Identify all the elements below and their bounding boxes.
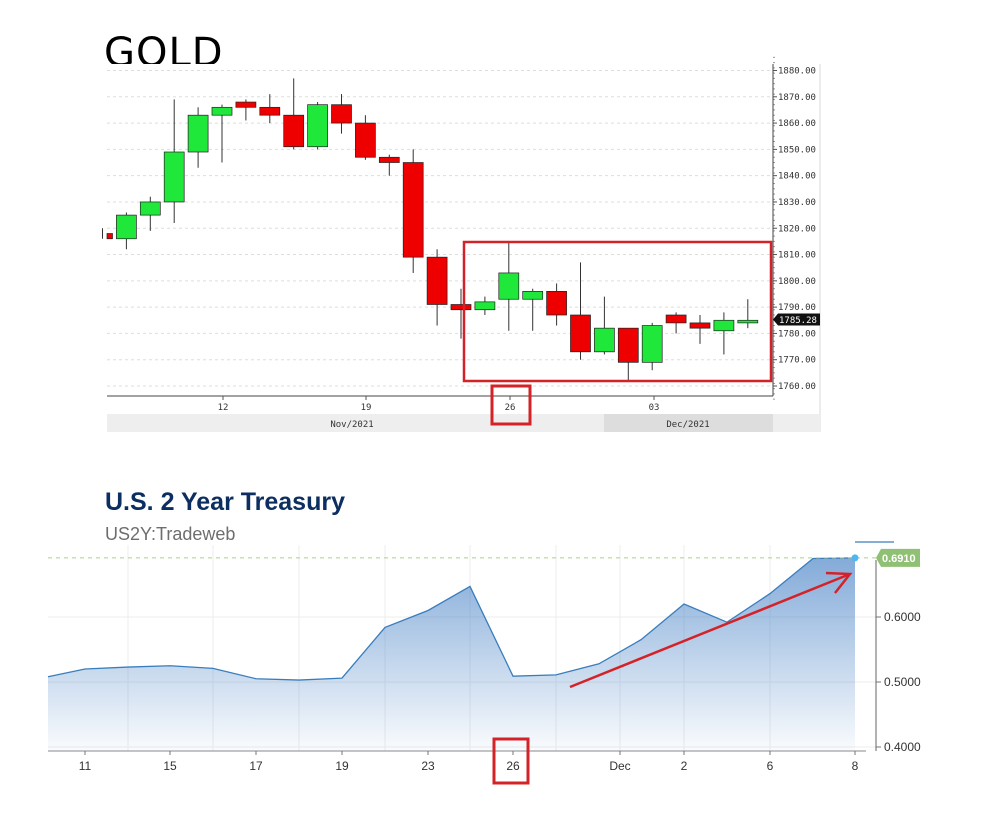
- treasury-date-highlight-box: [492, 737, 530, 785]
- gold-candle-up: [522, 291, 544, 300]
- gold-last-price-label: 1785.28: [779, 316, 817, 326]
- gold-candle-up: [498, 272, 520, 300]
- gold-x-tick-label: 03: [649, 403, 660, 413]
- trend-arrow-line: [569, 572, 851, 689]
- gold-candle-down: [665, 314, 687, 324]
- gold-date-highlight-box: [490, 384, 532, 426]
- gold-candle-down: [331, 104, 352, 124]
- gold-candle-up: [594, 327, 615, 353]
- gold-candle-down: [235, 101, 257, 108]
- gold-candle-up: [139, 201, 161, 216]
- gold-candle-up: [641, 325, 663, 363]
- gold-candle-down: [570, 314, 591, 353]
- gold-candle-up: [116, 214, 137, 240]
- gold-y-tick-label: 1870.00: [778, 93, 816, 103]
- treasury-x-tick-label: Dec: [609, 759, 630, 773]
- gold-candle-up: [187, 114, 209, 153]
- treasury-x-tick-label: 17: [249, 759, 263, 773]
- treasury-line: [47, 557, 856, 681]
- gold-x-tick-label: 26: [505, 403, 516, 413]
- gold-y-tick-label: 1830.00: [778, 198, 816, 208]
- gold-candle-up: [713, 319, 735, 332]
- gold-candle-up: [211, 106, 233, 116]
- gold-y-tick-label: 1800.00: [778, 277, 816, 287]
- treasury-area: [48, 557, 855, 751]
- treasury-subtitle: US2Y:Tradeweb: [105, 524, 236, 544]
- treasury-last-value-tag: [876, 548, 920, 567]
- gold-y-tick-label: 1790.00: [778, 303, 816, 313]
- gold-last-price-tag: [773, 313, 820, 326]
- gold-candle-up: [163, 151, 185, 203]
- gold-candle-up: [737, 319, 759, 324]
- gold-candle-down: [689, 322, 711, 329]
- gold-x-tick-label: 12: [218, 403, 229, 413]
- treasury-y-tick-label: 0.4000: [884, 740, 921, 754]
- treasury-last-value-label: 0.6910: [882, 553, 916, 565]
- treasury-last-point: [851, 554, 859, 562]
- treasury-y-tick-label: 0.6000: [884, 610, 921, 624]
- gold-x-period-label: Dec/2021: [666, 420, 709, 430]
- treasury-x-tick-label: 15: [163, 759, 177, 773]
- gold-y-tick-label: 1880.00: [778, 67, 816, 77]
- gold-candle-down: [617, 327, 639, 363]
- gold-candle-down: [355, 122, 376, 158]
- treasury-title: U.S. 2 Year Treasury: [105, 488, 345, 516]
- gold-highlight-box: [462, 240, 773, 383]
- gold-candle-down: [450, 304, 472, 311]
- gold-y-tick-label: 1780.00: [778, 329, 816, 339]
- gold-y-tick-label: 1840.00: [778, 172, 816, 182]
- gold-period-band-dec: [604, 414, 773, 432]
- gold-y-tick-label: 1770.00: [778, 356, 816, 366]
- treasury-x-tick-label: 2: [681, 759, 688, 773]
- trend-arrow-head: [825, 571, 853, 594]
- gold-y-tick-label: 1850.00: [778, 145, 816, 155]
- gold-candle-down: [378, 156, 400, 163]
- treasury-x-tick-label: 26: [506, 759, 520, 773]
- gold-candle-down: [259, 106, 281, 116]
- gold-candle-down: [402, 162, 424, 258]
- treasury-x-tick-label: 8: [852, 759, 859, 773]
- gold-candle-down: [283, 114, 305, 148]
- gold-x-period-label: Nov/2021: [330, 420, 373, 430]
- treasury-y-tick-label: 0.5000: [884, 675, 921, 689]
- gold-candle-down: [106, 233, 113, 240]
- treasury-x-tick-label: 11: [79, 759, 92, 773]
- gold-y-tick-label: 1860.00: [778, 119, 816, 129]
- gold-candle-down: [426, 256, 448, 305]
- gold-candle-up: [474, 301, 496, 311]
- gold-y-tick-label: 1820.00: [778, 224, 816, 234]
- treasury-x-tick-label: 23: [421, 759, 435, 773]
- gold-x-tick-label: 19: [361, 403, 372, 413]
- gold-y-tick-label: 1810.00: [778, 251, 816, 261]
- gold-y-tick-label: 1760.00: [778, 382, 816, 392]
- gold-candle-up: [307, 104, 328, 148]
- gold-candle-down: [546, 291, 567, 316]
- treasury-x-tick-label: 19: [335, 759, 349, 773]
- treasury-x-tick-label: 6: [767, 759, 774, 773]
